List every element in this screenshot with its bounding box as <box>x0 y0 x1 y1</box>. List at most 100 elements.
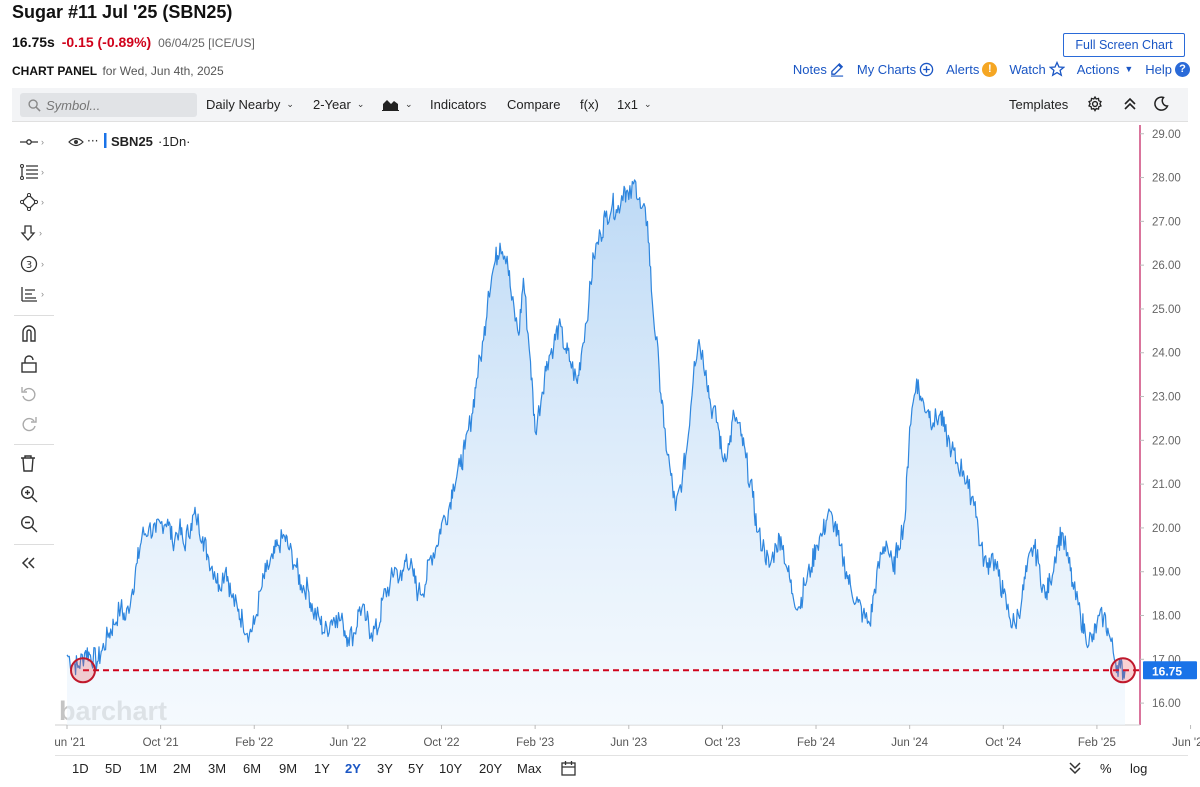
range-1y-button[interactable]: 1Y <box>314 761 330 776</box>
help-link[interactable]: Help ? <box>1145 61 1190 77</box>
compare-button[interactable]: Compare <box>507 97 561 112</box>
x-tick-label: Jun '23 <box>610 737 647 749</box>
symbol-search[interactable] <box>20 93 197 117</box>
fib-tool[interactable]: › <box>20 160 54 184</box>
arrow-tool[interactable]: › <box>20 221 54 245</box>
number-circle-icon: 3 <box>20 255 38 273</box>
x-tick-label: Feb '25 <box>1078 737 1116 749</box>
range-2y-button[interactable]: 2Y <box>345 761 361 776</box>
chevron-right-icon: › <box>41 167 44 177</box>
chevron-down-icon: ⌄ <box>286 99 294 109</box>
range-5d-button[interactable]: 5D <box>105 761 122 776</box>
chevron-right-icon: › <box>41 289 44 299</box>
range-5y-button[interactable]: 5Y <box>408 761 424 776</box>
range-max-button[interactable]: Max <box>517 761 542 776</box>
chart-actions-links: Notes My Charts Alerts ! Watch Actions ▼… <box>781 61 1190 77</box>
eye-icon[interactable] <box>68 137 84 147</box>
horizontal-line-icon <box>20 139 38 145</box>
alert-badge-icon: ! <box>982 61 998 77</box>
calendar-icon <box>561 761 576 776</box>
help-icon: ? <box>1175 61 1190 77</box>
layout-label: 1x1 <box>617 97 638 112</box>
range-1m-button[interactable]: 1M <box>139 761 158 776</box>
zoom-in-button[interactable] <box>20 482 54 506</box>
y-tick-label: 19.00 <box>1152 567 1181 579</box>
dark-mode-toggle[interactable] <box>1153 96 1169 112</box>
log-toggle[interactable]: log <box>1130 761 1148 776</box>
indicators-button[interactable]: Indicators <box>430 97 487 112</box>
range-20y-button[interactable]: 20Y <box>479 761 503 776</box>
price-series-line[interactable] <box>66 179 1126 681</box>
undo-button[interactable] <box>20 382 54 406</box>
my-charts-link[interactable]: My Charts <box>857 62 934 77</box>
magnet-tool[interactable] <box>20 321 54 345</box>
range-3y-button[interactable]: 3Y <box>377 761 393 776</box>
caret-down-icon: ▼ <box>1124 64 1134 74</box>
annotation-tool[interactable]: 3 › <box>20 252 54 276</box>
percent-toggle[interactable]: % <box>1100 761 1112 776</box>
last-price: 16.75s <box>12 34 55 50</box>
page-title: Sugar #11 Jul '25 (SBN25) <box>12 2 233 22</box>
tools-divider <box>14 444 54 445</box>
more-options-icon[interactable]: ··· <box>87 134 98 148</box>
collapse-toolbar-button[interactable] <box>1123 96 1137 112</box>
series-color-swatch <box>104 133 107 148</box>
lock-tool[interactable] <box>20 352 54 376</box>
y-tick-label: 18.00 <box>1152 611 1181 623</box>
period-dropdown[interactable]: 2-Year ⌄ <box>313 97 364 112</box>
symbol-input[interactable] <box>46 97 186 113</box>
help-label: Help <box>1145 61 1172 77</box>
settings-button[interactable] <box>1087 96 1103 112</box>
undo-icon <box>21 387 36 402</box>
range-6m-button[interactable]: 6M <box>243 761 262 776</box>
series-legend[interactable]: ··· SBN25 ·1Dn· <box>68 133 191 149</box>
chevron-down-icon: ⌄ <box>356 99 365 109</box>
templates-button[interactable]: Templates <box>1009 97 1069 112</box>
full-screen-chart-button[interactable]: Full Screen Chart <box>1063 33 1185 57</box>
time-range-bar: 1D 5D 1M 2M 3M 6M 9M 1Y 2Y 3Y 5Y 10Y 20Y Max % log <box>55 755 1188 783</box>
area-chart-icon <box>382 100 399 111</box>
x-tick-label: Oct '21 <box>143 737 179 749</box>
search-icon <box>28 98 41 112</box>
range-10y-button[interactable]: 10Y <box>439 761 463 776</box>
scroll-to-latest-button[interactable] <box>1068 760 1082 779</box>
redo-button[interactable] <box>20 412 54 436</box>
actions-menu[interactable]: Actions ▼ <box>1077 62 1134 77</box>
date-range-button[interactable] <box>561 760 576 779</box>
delete-button[interactable] <box>20 451 54 475</box>
daily-nearby-dropdown[interactable]: Daily Nearby ⌄ <box>206 97 294 112</box>
chevron-right-icon: › <box>41 137 44 147</box>
svg-text:3: 3 <box>26 260 32 271</box>
notes-label: Notes <box>792 61 827 77</box>
range-2m-button[interactable]: 2M <box>173 761 192 776</box>
collapse-sidebar-button[interactable] <box>20 551 54 575</box>
alerts-label: Alerts <box>946 61 980 77</box>
fx-button[interactable]: f(x) <box>580 97 599 112</box>
y-tick-label: 24.00 <box>1152 348 1181 360</box>
shape-tool[interactable]: › <box>20 190 54 214</box>
price-chart-svg[interactable]: barchart ··· SBN25 ·1Dn· 16.0017.0018.00… <box>49 125 1200 755</box>
zoom-out-icon <box>20 515 38 533</box>
redo-icon <box>22 417 37 432</box>
y-tick-label: 20.00 <box>1152 523 1181 535</box>
chart-toolbar: Daily Nearby ⌄ 2-Year ⌄ ⌄ Indicators Compa… <box>12 88 1188 122</box>
notes-link[interactable]: Notes <box>793 62 845 77</box>
range-1d-button[interactable]: 1D <box>72 761 89 776</box>
last-price-tag <box>1143 661 1197 680</box>
watch-link[interactable]: Watch <box>1009 61 1065 77</box>
chevron-right-icon: › <box>39 228 42 238</box>
y-tick-label: 21.00 <box>1152 479 1181 491</box>
shape-icon <box>20 193 38 211</box>
trash-icon <box>21 455 35 472</box>
alerts-link[interactable]: Alerts ! <box>946 61 998 77</box>
tools-divider <box>14 315 54 316</box>
measure-tool[interactable]: › <box>20 282 54 306</box>
zoom-out-button[interactable] <box>20 512 54 536</box>
range-9m-button[interactable]: 9M <box>279 761 298 776</box>
chart-type-dropdown[interactable]: ⌄ <box>382 97 413 111</box>
range-3m-button[interactable]: 3M <box>208 761 227 776</box>
line-tool[interactable]: › <box>20 130 54 154</box>
layout-dropdown[interactable]: 1x1 ⌄ <box>617 97 652 112</box>
y-tick-label: 28.00 <box>1152 173 1181 185</box>
price-chart[interactable]: barchart ··· SBN25 ·1Dn· 16.0017.0018.00… <box>49 125 1200 755</box>
